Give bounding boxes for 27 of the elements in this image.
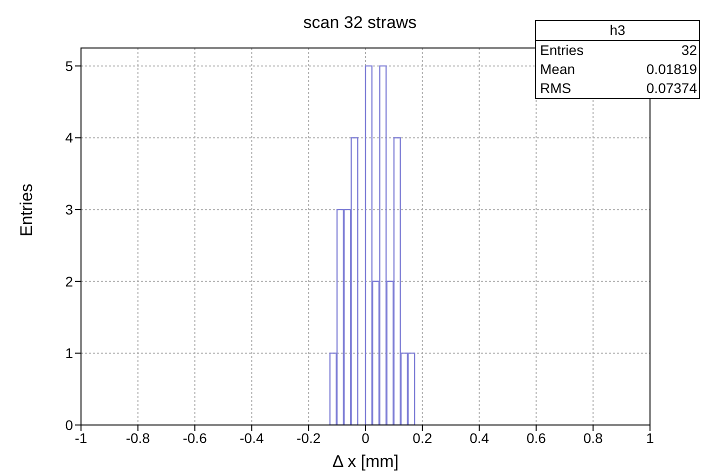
x-tick-label: 0 xyxy=(362,430,370,446)
x-tick-label: -0.6 xyxy=(182,430,208,446)
x-tick-label: 0.4 xyxy=(470,430,490,446)
y-tick-label: 0 xyxy=(65,416,74,433)
chart-title: scan 32 straws xyxy=(303,13,417,32)
x-axis-title: Δ x [mm] xyxy=(332,452,399,471)
y-tick-label: 2 xyxy=(65,273,74,290)
x-tick-label: 0.2 xyxy=(412,430,432,446)
y-tick-label: 3 xyxy=(65,202,74,218)
y-tick-label: 4 xyxy=(65,130,74,146)
x-tick-label: 0.6 xyxy=(526,430,546,446)
text: h3 xyxy=(610,22,626,38)
annotation: Entries xyxy=(540,41,584,60)
y-axis-title: Entries xyxy=(17,184,36,236)
y-tick-label: 1 xyxy=(65,345,74,362)
x-tick-label: -0.4 xyxy=(240,430,264,446)
x-tick-label: 1 xyxy=(646,430,654,446)
x-tick-label: -0.8 xyxy=(126,430,150,446)
y-tick-label: 5 xyxy=(65,58,74,74)
x-tick-label: -1 xyxy=(74,430,88,446)
annotation: 0.01819 xyxy=(646,60,697,79)
annotation: 0.07374 xyxy=(646,79,697,98)
x-tick-label: -0.2 xyxy=(296,430,321,446)
annotation: Mean xyxy=(540,60,576,79)
text: 32 xyxy=(681,42,697,58)
annotation: RMS xyxy=(540,79,572,98)
x-tick-label: 0.8 xyxy=(583,430,604,446)
